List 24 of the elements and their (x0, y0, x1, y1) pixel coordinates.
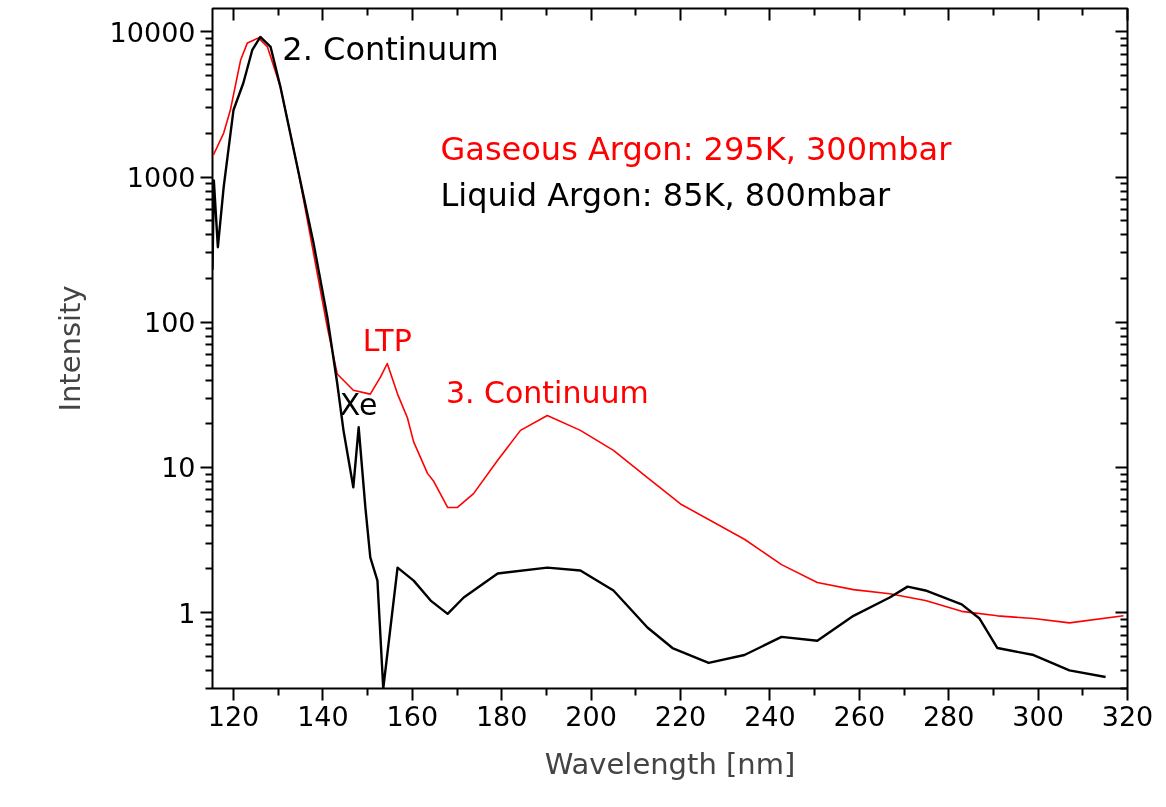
y-axis-title: Intensity (52, 285, 87, 412)
y-tick-label: 10 (161, 452, 196, 484)
x-tick-label: 300 (1012, 700, 1064, 732)
x-tick-label: 200 (565, 700, 617, 732)
x-tick-label: 320 (1101, 700, 1154, 732)
x-tick-label: 180 (475, 700, 528, 732)
y-tick-label: 1000 (126, 162, 196, 194)
text: Liquid Argon: 85K, 800mbar (440, 175, 892, 214)
x-tick-label: 220 (654, 700, 707, 732)
annotation: 3. Continuum (445, 375, 649, 411)
x-tick-label: 140 (297, 700, 349, 732)
annotation: Xe (339, 387, 378, 423)
y-tick-label: 10000 (109, 16, 196, 48)
y-tick-label: 100 (143, 307, 196, 339)
x-tick-label: 120 (207, 700, 260, 732)
annotation: LTP (362, 323, 412, 359)
x-tick-label: 160 (386, 700, 439, 732)
x-tick-label: 240 (744, 700, 796, 732)
text: Gaseous Argon: 295K, 300mbar (440, 129, 953, 168)
y-tick-label: 1 (178, 597, 196, 629)
annotation: 2. Continuum (282, 29, 499, 68)
x-tick-label: 280 (922, 700, 975, 732)
x-tick-label: 260 (833, 700, 886, 732)
x-axis-title: Wavelength [nm] (544, 746, 796, 781)
